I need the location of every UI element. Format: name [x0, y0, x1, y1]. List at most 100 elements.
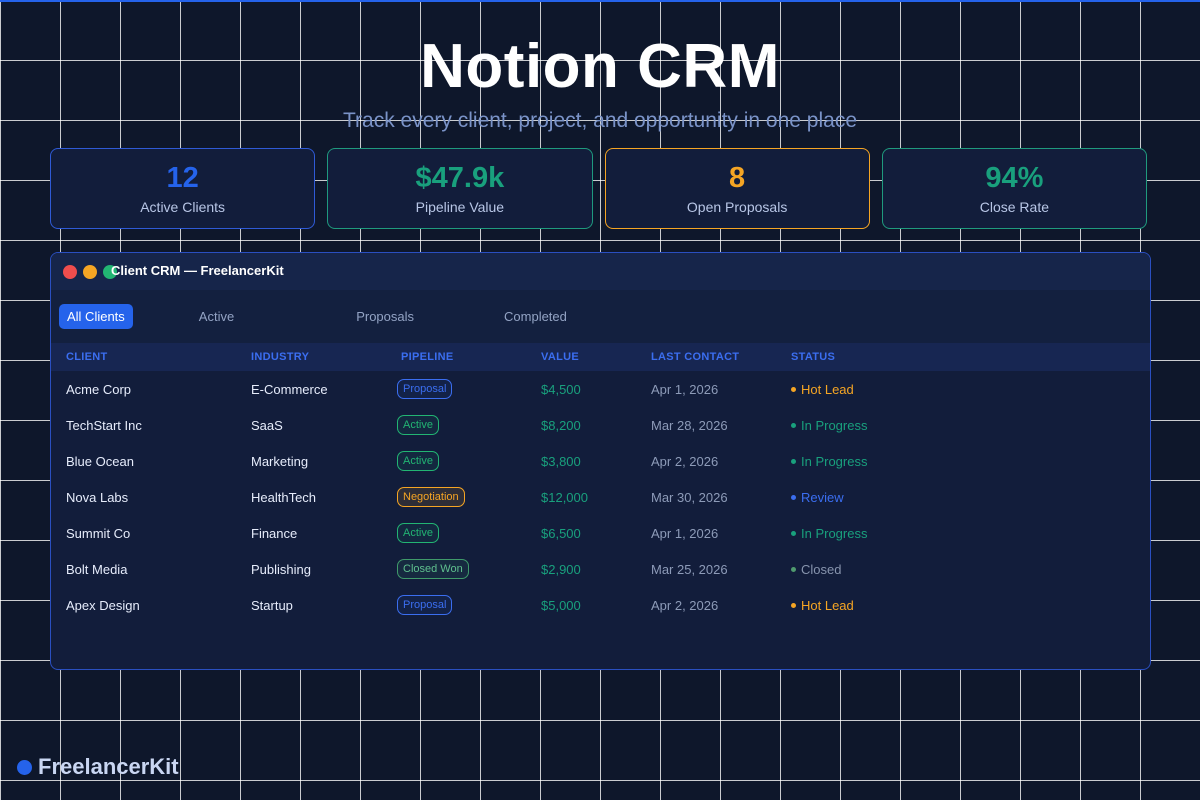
- table-row[interactable]: Acme Corp E-Commerce Proposal $4,500 Apr…: [51, 371, 1150, 407]
- column-header-pipeline[interactable]: PIPELINE: [401, 351, 454, 363]
- industry-cell: Finance: [251, 525, 298, 541]
- crm-window: Client CRM — FreelancerKit All Clients A…: [50, 252, 1151, 670]
- status-cell: In Progress: [791, 418, 991, 433]
- stat-card-active-clients: 12 Active Clients: [50, 148, 316, 229]
- stat-card-open-proposals: 8 Open Proposals: [604, 148, 870, 229]
- status-dot-icon: [791, 386, 796, 392]
- status-dot-icon: [791, 494, 796, 500]
- table-row[interactable]: Bolt Media Publishing Closed Won $2,900 …: [51, 551, 1150, 587]
- status-dot-icon: [791, 530, 796, 536]
- last-contact-cell: Apr 2, 2026: [651, 597, 719, 613]
- client-name: TechStart Inc: [66, 417, 142, 433]
- stat-card-pipeline-value: $47.9k Pipeline Value: [327, 148, 593, 229]
- table-row[interactable]: Summit Co Finance Active $6,500 Apr 1, 2…: [51, 515, 1150, 551]
- status-dot-icon: [791, 566, 796, 572]
- brand-logo: FreelancerKit: [17, 754, 179, 780]
- top-accent-bar: [0, 0, 1200, 2]
- page-subtitle: Track every client, project, and opportu…: [343, 109, 857, 132]
- status-text: In Progress: [801, 417, 868, 433]
- tab-completed[interactable]: Completed: [504, 309, 567, 324]
- stat-label: Pipeline Value: [415, 199, 505, 215]
- column-header-status[interactable]: STATUS: [791, 351, 836, 363]
- stat-label: Close Rate: [979, 199, 1049, 215]
- industry-cell: Startup: [251, 597, 293, 613]
- status-text: Hot Lead: [801, 597, 854, 613]
- pipeline-cell: Proposal: [397, 595, 541, 615]
- column-header-value[interactable]: VALUE: [541, 351, 579, 363]
- client-name: Apex Design: [66, 597, 140, 613]
- table-header: CLIENT INDUSTRY PIPELINE VALUE LAST CONT…: [51, 343, 1150, 371]
- last-contact-cell: Apr 2, 2026: [651, 453, 719, 469]
- client-name: Bolt Media: [66, 561, 128, 577]
- value-cell: $3,800: [541, 453, 581, 469]
- value-cell: $12,000: [541, 489, 588, 505]
- status-cell: Review: [791, 490, 991, 505]
- status-text: Closed: [801, 561, 842, 577]
- stat-label: Open Proposals: [686, 199, 788, 215]
- stats-row: 12 Active Clients $47.9k Pipeline Value …: [50, 148, 1147, 229]
- pipeline-cell: Closed Won: [397, 559, 541, 579]
- status-cell: Closed: [791, 562, 991, 577]
- status-text: In Progress: [801, 525, 868, 541]
- industry-cell: Marketing: [251, 453, 309, 469]
- window-title: Client CRM — FreelancerKit: [111, 263, 284, 278]
- status-dot-icon: [791, 458, 796, 464]
- status-text: Review: [801, 489, 844, 505]
- value-cell: $6,500: [541, 525, 581, 541]
- brand-dot-icon: [17, 759, 32, 775]
- status-dot-icon: [791, 602, 796, 608]
- column-header-client[interactable]: CLIENT: [66, 351, 108, 363]
- client-name: Summit Co: [66, 525, 131, 541]
- column-header-last-contact[interactable]: LAST CONTACT: [651, 351, 740, 363]
- value-cell: $4,500: [541, 381, 581, 397]
- pipeline-cell: Active: [397, 523, 541, 543]
- tab-proposals[interactable]: Proposals: [356, 309, 415, 324]
- page-title: Notion CRM: [420, 32, 780, 101]
- industry-cell: Publishing: [251, 561, 311, 577]
- status-cell: Hot Lead: [791, 598, 991, 613]
- industry-cell: SaaS: [251, 417, 283, 433]
- close-window-icon[interactable]: [63, 264, 77, 279]
- value-cell: $5,000: [541, 597, 581, 613]
- last-contact-cell: Mar 28, 2026: [651, 417, 728, 433]
- last-contact-cell: Mar 25, 2026: [651, 561, 728, 577]
- stat-value: 8: [729, 162, 746, 194]
- column-header-industry[interactable]: INDUSTRY: [251, 351, 310, 363]
- tab-active[interactable]: Active: [198, 309, 235, 324]
- stat-card-close-rate: 94% Close Rate: [881, 148, 1147, 229]
- pipeline-badge: Proposal: [397, 379, 453, 399]
- stat-label: Active Clients: [140, 199, 226, 215]
- maximize-window-icon[interactable]: [103, 264, 117, 279]
- industry-cell: HealthTech: [251, 489, 317, 505]
- pipeline-cell: Proposal: [397, 379, 541, 399]
- last-contact-cell: Mar 30, 2026: [651, 489, 728, 505]
- pipeline-badge: Proposal: [397, 595, 453, 615]
- pipeline-cell: Active: [397, 415, 541, 435]
- last-contact-cell: Apr 1, 2026: [651, 381, 719, 397]
- pipeline-badge: Active: [397, 523, 439, 543]
- status-dot-icon: [791, 422, 796, 428]
- value-cell: $8,200: [541, 417, 581, 433]
- client-name: Blue Ocean: [66, 453, 134, 469]
- industry-cell: E-Commerce: [251, 381, 328, 397]
- window-titlebar: Client CRM — FreelancerKit: [51, 253, 1150, 290]
- pipeline-badge: Negotiation: [397, 487, 465, 507]
- pipeline-cell: Negotiation: [397, 487, 541, 507]
- minimize-window-icon[interactable]: [83, 264, 97, 279]
- pipeline-badge: Closed Won: [397, 559, 469, 579]
- client-name: Nova Labs: [66, 489, 129, 505]
- status-cell: In Progress: [791, 526, 991, 541]
- table-row[interactable]: Blue Ocean Marketing Active $3,800 Apr 2…: [51, 443, 1150, 479]
- tab-all-clients[interactable]: All Clients: [59, 304, 133, 329]
- last-contact-cell: Apr 1, 2026: [651, 525, 719, 541]
- table-row[interactable]: TechStart Inc SaaS Active $8,200 Mar 28,…: [51, 407, 1150, 443]
- filter-tabs: All Clients Active Proposals Completed: [51, 290, 1150, 343]
- brand-name: FreelancerKit: [38, 754, 179, 779]
- table-row[interactable]: Nova Labs HealthTech Negotiation $12,000…: [51, 479, 1150, 515]
- client-name: Acme Corp: [66, 381, 132, 397]
- pipeline-badge: Active: [397, 451, 439, 471]
- value-cell: $2,900: [541, 561, 581, 577]
- table-row[interactable]: Apex Design Startup Proposal $5,000 Apr …: [51, 587, 1150, 623]
- hero-header: Notion CRM Track every client, project, …: [0, 30, 1200, 134]
- pipeline-badge: Active: [397, 415, 439, 435]
